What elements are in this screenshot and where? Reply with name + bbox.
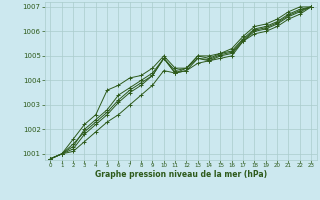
X-axis label: Graphe pression niveau de la mer (hPa): Graphe pression niveau de la mer (hPa)	[95, 170, 267, 179]
